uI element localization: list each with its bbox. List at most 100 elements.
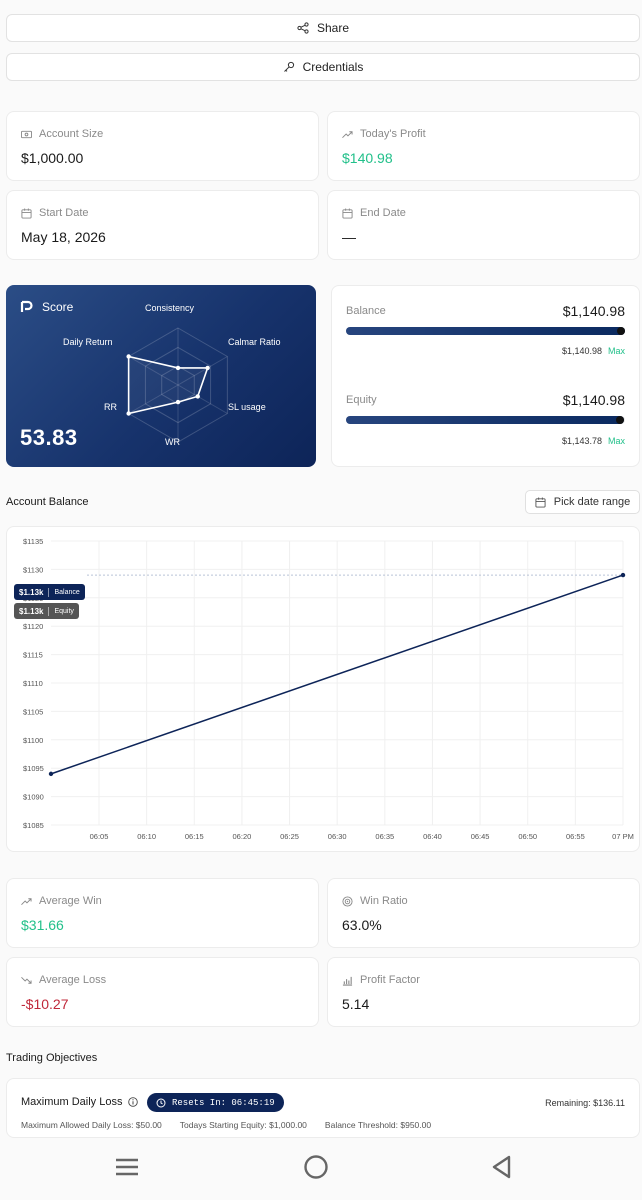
logo-icon	[20, 300, 33, 312]
radar-grid-ring	[144, 346, 212, 424]
info-icon[interactable]	[128, 1097, 139, 1107]
average-loss-label: Average Loss	[39, 974, 107, 986]
balance-equity-card: Balance $1,140.98 $1,140.98 Max Equity $…	[331, 285, 640, 467]
resets-badge: Resets In: 06:45:19	[147, 1093, 284, 1112]
start-date-value: May 18, 2026	[21, 229, 106, 245]
menu-icon[interactable]	[114, 1154, 140, 1180]
score-radar	[126, 327, 228, 443]
profit-factor-label: Profit Factor	[360, 974, 420, 986]
profit-factor-value: 5.14	[342, 996, 370, 1012]
todays-profit-label: Today's Profit	[360, 128, 426, 140]
radar-score-point	[126, 354, 131, 359]
equity-marker-tag: $1.13k Equity	[14, 603, 79, 619]
max-daily-loss-title: Maximum Daily Loss	[21, 1096, 123, 1108]
balance-marker-value: $1.13k	[14, 587, 50, 597]
balance-threshold: Balance Threshold: $950.00	[324, 1120, 432, 1130]
equity-sub-value: $1,143.78	[561, 436, 602, 446]
x-tick-label: 06:10	[137, 832, 156, 841]
back-icon[interactable]	[489, 1154, 515, 1180]
average-win-value: $31.66	[21, 917, 64, 933]
calendar-icon	[342, 207, 353, 219]
win-ratio-card: Win Ratio 63.0%	[327, 878, 640, 948]
score-value: 53.83	[20, 425, 78, 450]
share-button[interactable]: Share	[6, 14, 640, 42]
resets-countdown: Resets In: 06:45:19	[172, 1097, 275, 1108]
trending-down-icon	[21, 976, 32, 984]
share-icon	[297, 22, 309, 34]
todays-starting-equity: Todays Starting Equity: $1,000.00	[179, 1120, 307, 1130]
balance-series-line	[50, 574, 624, 775]
todays-profit-card: Today's Profit $140.98	[327, 111, 640, 181]
x-tick-label: 06:55	[566, 832, 585, 841]
system-nav-bar	[0, 1140, 642, 1200]
radar-label: Daily Return	[63, 337, 113, 347]
average-win-card: Average Win $31.66	[6, 878, 319, 948]
score-title: Score	[42, 300, 74, 314]
pick-date-range-label: Pick date range	[553, 496, 631, 508]
radar-score-point	[195, 394, 200, 399]
banknote-icon	[21, 130, 32, 138]
radar-axis-line	[128, 384, 179, 414]
win-ratio-label: Win Ratio	[360, 895, 408, 907]
y-tick-label: $1120	[23, 622, 43, 631]
radar-score-point	[175, 399, 181, 405]
equity-bar-fill	[346, 416, 625, 424]
x-tick-label: 06:05	[90, 832, 109, 841]
end-date-value: —	[342, 229, 356, 245]
average-loss-card: Average Loss -$10.27	[6, 957, 319, 1027]
equity-marker-value: $1.13k	[14, 606, 50, 616]
account-balance-chart: $1135$1130$1125$1120$1115$1110$1105$1100…	[6, 526, 640, 852]
x-tick-label: 06:20	[233, 832, 252, 841]
score-card: Score Consistency Calmar Ratio SL usage …	[6, 285, 316, 467]
x-tick-label: 06:25	[280, 832, 299, 841]
equity-bar	[346, 416, 625, 424]
account-balance-title: Account Balance	[6, 496, 89, 508]
y-tick-label: $1095	[23, 764, 44, 773]
trading-objectives-title: Trading Objectives	[6, 1052, 98, 1064]
equity-value: $1,140.98	[562, 392, 625, 408]
max-daily-loss-card: Maximum Daily Loss Resets In: 06:45:19 R…	[6, 1078, 640, 1138]
radar-score-point	[205, 365, 210, 371]
y-tick-label: $1090	[23, 793, 44, 802]
account-size-card: Account Size $1,000.00	[6, 111, 319, 181]
y-tick-label: $1115	[23, 651, 43, 660]
radar-axis-line	[177, 356, 228, 386]
y-tick-label: $1110	[23, 679, 43, 688]
balance-bar	[346, 327, 625, 335]
remaining-value: Remaining: $136.11	[545, 1098, 625, 1108]
y-tick-label: $1105	[23, 707, 43, 716]
target-icon	[342, 895, 353, 907]
radar-label: Calmar Ratio	[228, 337, 281, 347]
balance-value: $1,140.98	[562, 303, 625, 319]
radar-axis-line	[177, 384, 228, 414]
calendar-icon	[535, 496, 546, 508]
radar-score-point	[175, 365, 181, 371]
average-loss-value: -$10.27	[21, 996, 69, 1012]
key-icon	[283, 61, 294, 72]
credentials-label: Credentials	[302, 60, 364, 74]
account-size-value: $1,000.00	[21, 150, 84, 166]
balance-max-label: Max	[607, 346, 625, 356]
radar-label: SL usage	[228, 402, 266, 412]
end-date-card: End Date —	[327, 190, 640, 260]
balance-marker-name: Balance	[54, 588, 80, 596]
trending-up-icon	[342, 130, 353, 138]
radar-label: Consistency	[145, 303, 195, 313]
balance-label: Balance	[346, 305, 386, 317]
radar-axis-line	[128, 356, 179, 386]
radar-label: RR	[104, 402, 117, 412]
credentials-button[interactable]: Credentials	[6, 53, 640, 81]
calendar-icon	[21, 207, 32, 219]
trending-up-icon	[21, 897, 32, 905]
pick-date-range-button[interactable]: Pick date range	[525, 490, 640, 514]
win-ratio-value: 63.0%	[342, 917, 382, 933]
balance-marker-tag: $1.13k Balance	[14, 584, 85, 600]
start-date-label: Start Date	[39, 207, 89, 219]
equity-marker-name: Equity	[54, 607, 74, 615]
bar-chart-icon	[342, 976, 353, 986]
equity-label: Equity	[346, 394, 377, 406]
balance-chart-plot: $1135$1130$1125$1120$1115$1110$1105$1100…	[23, 537, 634, 841]
average-win-label: Average Win	[39, 895, 102, 907]
x-tick-label: 06:15	[185, 832, 204, 841]
home-icon[interactable]	[303, 1154, 329, 1180]
